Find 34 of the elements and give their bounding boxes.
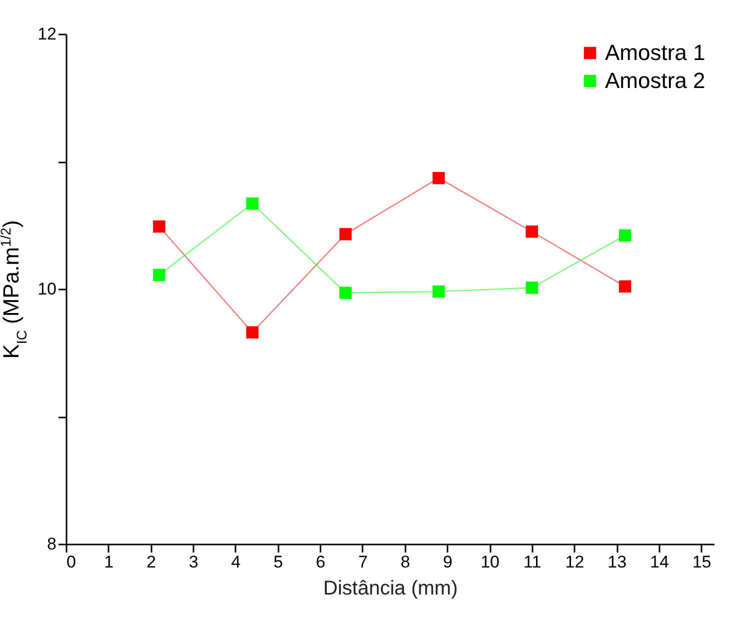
point — [526, 226, 538, 238]
x-tick-label: 7 — [358, 552, 368, 572]
legend-label: Amostra 1 — [605, 40, 706, 65]
point — [526, 282, 538, 294]
point — [246, 197, 258, 210]
x-tick-label: 13 — [608, 552, 627, 572]
point — [153, 220, 166, 233]
point — [618, 280, 632, 293]
point — [339, 228, 352, 240]
x-tick-label: 15 — [692, 552, 712, 572]
point — [339, 286, 352, 299]
y-tick-label: 12 — [38, 24, 56, 44]
legend-label: Amostra 2 — [605, 68, 706, 93]
x-tick-label: 2 — [146, 552, 156, 572]
x-tick-label: 1 — [104, 552, 114, 572]
x-tick-label: 9 — [442, 552, 452, 572]
x-tick-label: 14 — [650, 552, 669, 572]
x-tick-label: 4 — [231, 552, 241, 572]
x-tick-label: 11 — [524, 552, 542, 572]
point — [153, 268, 166, 282]
point — [432, 172, 445, 184]
y-tick-label: 8 — [47, 534, 56, 554]
point — [618, 229, 632, 242]
x-axis-title: Distância (mm) — [323, 578, 458, 600]
x-tick-label: 10 — [480, 552, 500, 572]
x-tick-label: 5 — [274, 552, 283, 572]
point — [432, 285, 445, 298]
x-tick-label: 12 — [565, 552, 584, 572]
x-tick-label: 3 — [188, 552, 198, 572]
x-tick-label: 8 — [400, 552, 410, 572]
y-tick-label: 10 — [38, 280, 56, 298]
x-tick-label: 0 — [66, 552, 76, 572]
point — [246, 326, 258, 338]
x-tick-label: 6 — [316, 552, 326, 572]
